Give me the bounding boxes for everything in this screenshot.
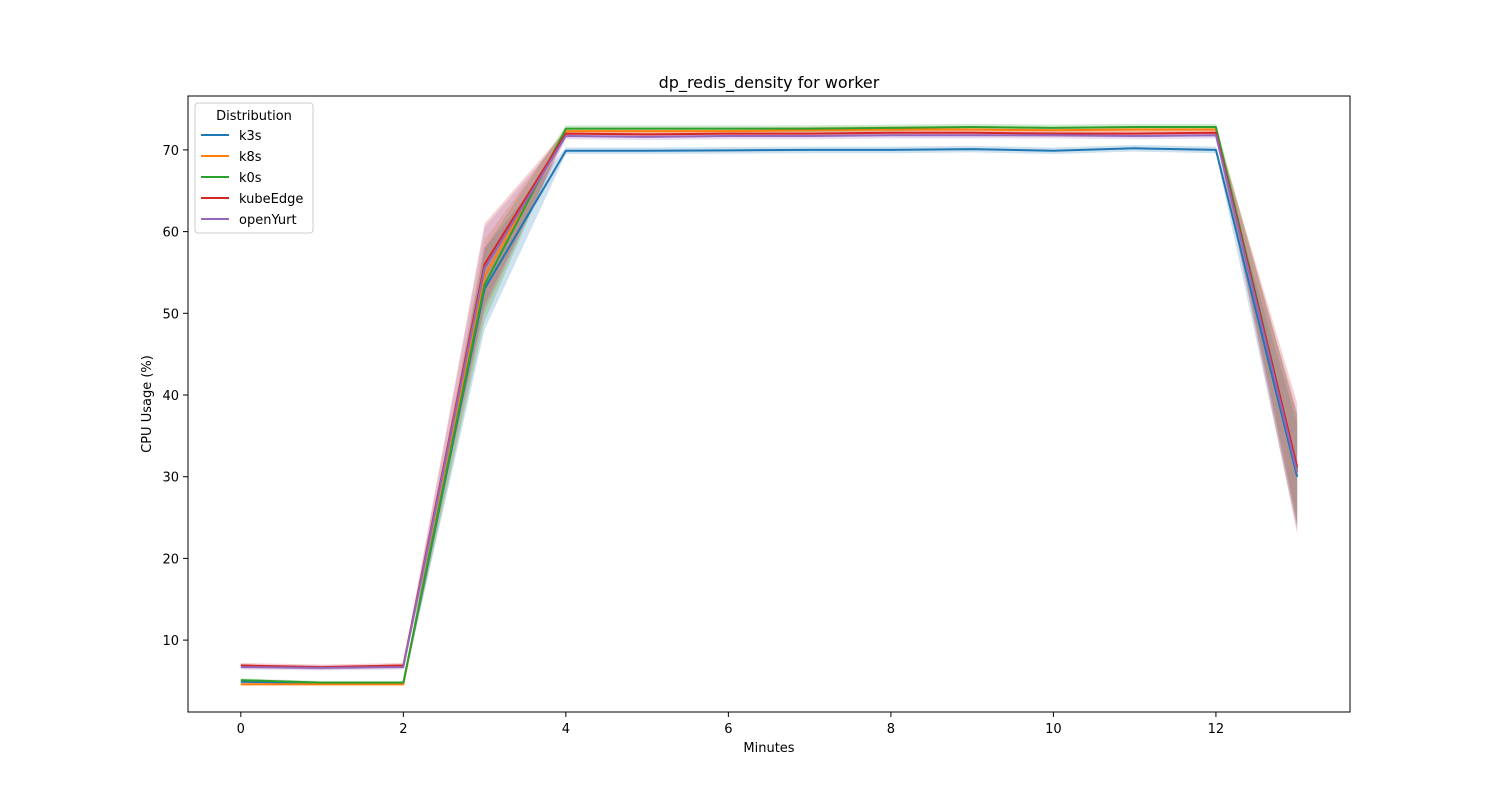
legend-label: k3s <box>239 129 262 144</box>
x-tick-label: 6 <box>724 722 732 737</box>
plot-frame <box>187 95 1351 713</box>
series-lines <box>240 126 1299 686</box>
confidence-band-kubeEdge <box>240 129 1298 670</box>
series-line-k0s <box>240 126 1299 684</box>
legend-entry-k3s: k3s <box>201 129 262 144</box>
confidence-band-k0s <box>240 123 1298 685</box>
series-line-k8s <box>240 128 1299 686</box>
legend-label: kubeEdge <box>239 192 303 207</box>
confidence-band-k3s <box>240 145 1298 686</box>
legend: Distribution k3s k8s k0s kubeEdge openYurt <box>194 102 314 234</box>
legend-entry-k8s: k8s <box>201 150 262 165</box>
x-tick-label: 12 <box>1208 722 1225 737</box>
legend-label: k0s <box>239 171 262 186</box>
x-axis-ticks: 0 2 4 6 8 10 12 <box>237 712 1225 737</box>
y-tick-label: 20 <box>162 552 179 567</box>
chart-title: dp_redis_density for worker <box>659 73 880 93</box>
x-tick-label: 10 <box>1045 722 1062 737</box>
confidence-bands <box>240 123 1298 686</box>
y-tick-label: 60 <box>162 226 179 241</box>
confidence-band-openYurt <box>240 131 1298 671</box>
series-line-openYurt <box>240 134 1299 669</box>
series-line-kubeEdge <box>240 131 1299 669</box>
legend-entry-k0s: k0s <box>201 171 262 186</box>
confidence-band-k8s <box>240 126 1298 686</box>
y-tick-label: 40 <box>162 389 179 404</box>
y-axis-label: CPU Usage (%) <box>140 355 155 453</box>
y-tick-label: 10 <box>162 634 179 649</box>
y-tick-label: 50 <box>162 307 179 322</box>
legend-entries: k3s k8s k0s kubeEdge openYurt <box>201 129 303 228</box>
y-tick-label: 30 <box>162 471 179 486</box>
series-line-k3s <box>240 147 1299 685</box>
y-tick-label: 70 <box>162 144 179 159</box>
legend-title: Distribution <box>216 109 292 124</box>
x-tick-label: 0 <box>237 722 245 737</box>
y-axis-ticks: 10 20 30 40 50 60 70 <box>162 144 188 649</box>
legend-entry-kubeEdge: kubeEdge <box>201 192 303 207</box>
x-axis-label: Minutes <box>743 741 794 756</box>
legend-label: k8s <box>239 150 262 165</box>
x-tick-label: 4 <box>562 722 570 737</box>
legend-entry-openYurt: openYurt <box>201 213 297 228</box>
x-tick-label: 8 <box>887 722 895 737</box>
x-tick-label: 2 <box>399 722 407 737</box>
legend-label: openYurt <box>239 213 297 228</box>
